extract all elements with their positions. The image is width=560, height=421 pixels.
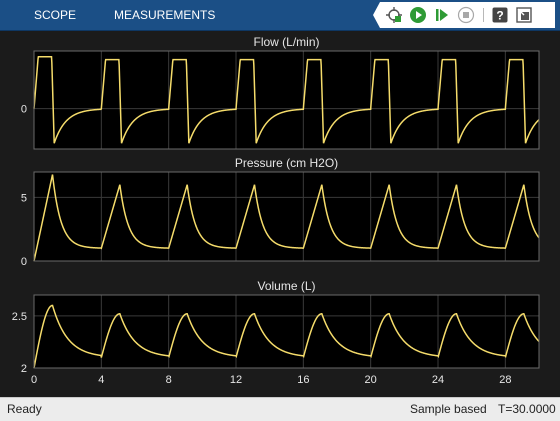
help-icon[interactable]: ? bbox=[491, 6, 509, 24]
scope-display: 0 Flow (L/min) 0 5 Pressure (cm H2O) 2 2.5 Volu… bbox=[0, 31, 560, 397]
x-tick-label: 4 bbox=[98, 374, 104, 386]
x-tick-label: 28 bbox=[499, 374, 511, 386]
status-bar: Ready Sample based T=30.0000 bbox=[0, 397, 560, 421]
undock-icon[interactable] bbox=[515, 6, 533, 24]
quick-access-toolbar: ? bbox=[373, 2, 555, 28]
x-tick-label: 16 bbox=[297, 374, 309, 386]
toolstrip: SCOPE MEASUREMENTS bbox=[0, 0, 560, 31]
plot-area-2 bbox=[34, 172, 539, 261]
axes-border bbox=[33, 50, 540, 150]
highlight-simulink-block-icon[interactable] bbox=[385, 6, 403, 24]
x-tick-label: 8 bbox=[166, 374, 172, 386]
simulation-time: T=30.0000 bbox=[498, 402, 556, 416]
y-tick-label: 0 bbox=[21, 256, 27, 268]
plot-area-1 bbox=[34, 51, 539, 149]
plot-area-3 bbox=[34, 295, 539, 368]
scope-plots[interactable]: 0 Flow (L/min) 0 5 Pressure (cm H2O) 2 2.5 Volu… bbox=[0, 31, 560, 397]
x-tick-label: 24 bbox=[432, 374, 444, 386]
y-tick-label: 5 bbox=[21, 192, 27, 204]
sample-mode: Sample based bbox=[410, 402, 487, 416]
y-tick-label: 0 bbox=[21, 104, 27, 116]
plot-title: Flow (L/min) bbox=[253, 35, 319, 49]
signal-trace bbox=[33, 56, 540, 144]
plot-title: Pressure (cm H2O) bbox=[235, 156, 338, 170]
stop-icon[interactable] bbox=[457, 6, 475, 24]
tab-measurements[interactable]: MEASUREMENTS bbox=[114, 8, 216, 22]
run-icon[interactable] bbox=[409, 6, 427, 24]
axes-border bbox=[33, 171, 540, 262]
signal-trace bbox=[33, 174, 540, 262]
x-tick-label: 12 bbox=[230, 374, 242, 386]
status-text: Ready bbox=[7, 402, 42, 416]
signal-trace bbox=[33, 304, 540, 369]
y-tick-label: 2 bbox=[21, 363, 27, 375]
axes-border bbox=[33, 294, 540, 369]
plot-title: Volume (L) bbox=[257, 279, 315, 293]
toolbar-separator bbox=[483, 8, 484, 22]
x-tick-label: 0 bbox=[31, 374, 37, 386]
svg-text:?: ? bbox=[496, 9, 503, 23]
x-tick-label: 20 bbox=[365, 374, 377, 386]
step-forward-icon[interactable] bbox=[433, 6, 451, 24]
tab-scope[interactable]: SCOPE bbox=[34, 8, 77, 22]
y-tick-label: 2.5 bbox=[12, 311, 27, 323]
